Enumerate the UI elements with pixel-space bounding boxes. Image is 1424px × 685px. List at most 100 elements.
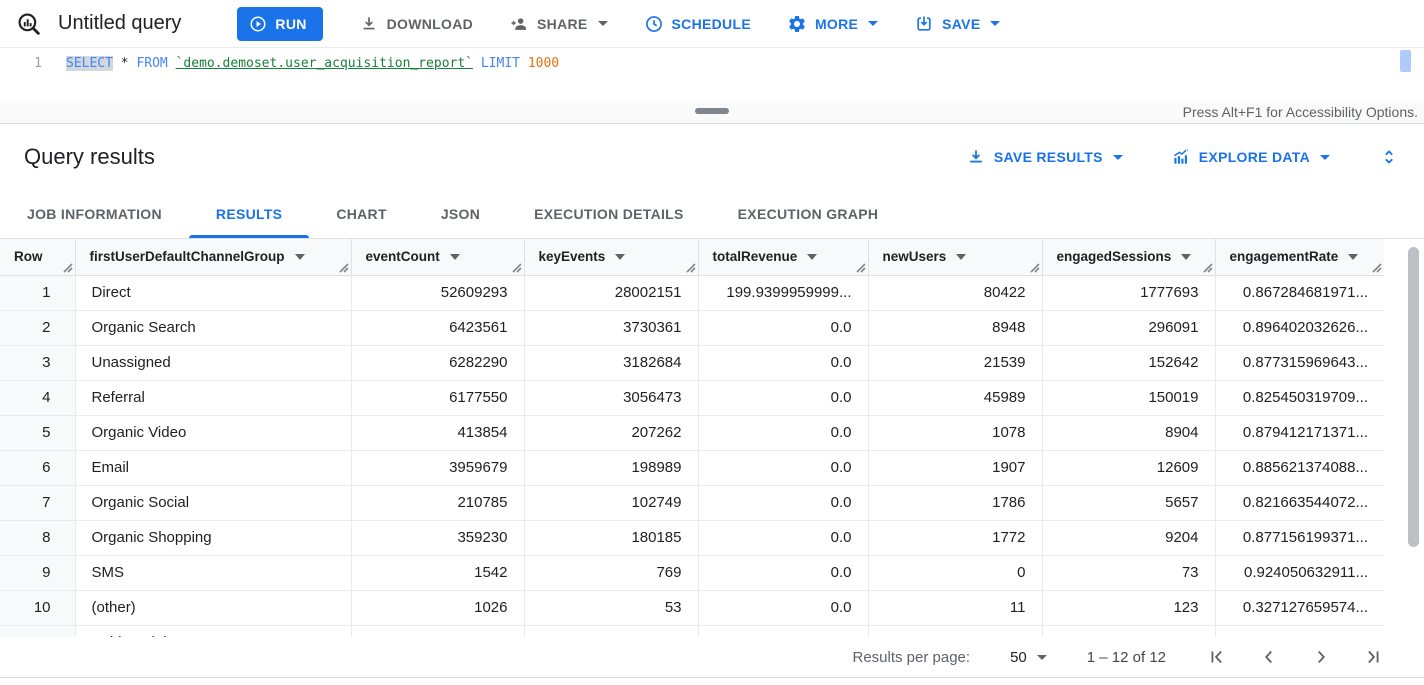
table-cell: 5657: [1042, 485, 1216, 521]
run-button[interactable]: RUN: [237, 6, 323, 41]
save-results-button[interactable]: SAVE RESULTS: [966, 147, 1123, 167]
row-number-cell: 8: [0, 520, 76, 556]
table-cell: 102749: [524, 485, 699, 521]
bigquery-query-icon: [16, 11, 42, 37]
column-menu-button[interactable]: [294, 253, 305, 260]
column-header-row: Row: [0, 239, 76, 276]
previous-page-button[interactable]: [1258, 646, 1280, 668]
tab-results[interactable]: RESULTS: [188, 190, 310, 238]
table-cell: 0.877315969643...: [1215, 345, 1384, 381]
tab-chart[interactable]: CHART: [309, 190, 414, 238]
download-button[interactable]: DOWNLOAD: [359, 14, 473, 34]
column-resize-handle[interactable]: [62, 262, 73, 273]
column-resize-handle[interactable]: [1202, 262, 1213, 273]
table-cell: 0.885621374088...: [1215, 450, 1384, 486]
sql-code-line[interactable]: SELECT * FROM `demo.demoset.user_acquisi…: [56, 48, 559, 101]
chevron-left-icon: [1265, 650, 1272, 664]
chevron-down-icon: [990, 21, 1001, 26]
more-button-label: MORE: [814, 15, 859, 32]
table-row: 4 Referral 6177550 3056473 0.0 45989 150019 0.8…: [0, 380, 1384, 416]
column-menu-button[interactable]: [1348, 253, 1359, 260]
tab-label: CHART: [336, 206, 387, 222]
table-cell: 413854: [351, 415, 525, 451]
more-button[interactable]: MORE: [787, 14, 879, 34]
save-results-label: SAVE RESULTS: [993, 149, 1103, 165]
first-page-button[interactable]: [1206, 646, 1228, 668]
share-button[interactable]: SHARE: [509, 14, 608, 34]
table-cell: 1026: [351, 590, 525, 626]
column-header-eventCount: eventCount: [351, 239, 525, 276]
chevron-down-icon: [1112, 154, 1123, 160]
table-cell: 296091: [1042, 310, 1216, 346]
tab-job-information[interactable]: JOB INFORMATION: [0, 190, 189, 238]
table-cell: 73: [1042, 555, 1216, 591]
tab-label: EXECUTION GRAPH: [737, 206, 879, 222]
column-menu-button[interactable]: [807, 253, 818, 260]
table-cell: 6177550: [351, 380, 525, 416]
sql-table-reference-link[interactable]: `demo.demoset.user_acquisition_report`: [175, 56, 474, 71]
table-scrollbar-thumb[interactable]: [1408, 247, 1419, 547]
column-header-label: Row: [14, 249, 43, 265]
first-page-icon: [1211, 650, 1222, 664]
table-cell: 0.0: [698, 625, 869, 637]
column-resize-handle[interactable]: [685, 262, 696, 273]
play-circle-icon: [249, 15, 267, 33]
table-cell: 45989: [868, 380, 1043, 416]
column-header-label: newUsers: [882, 249, 947, 265]
column-resize-handle[interactable]: [1029, 262, 1040, 273]
page-size-select[interactable]: 50: [1010, 649, 1047, 666]
explore-data-button[interactable]: EXPLORE DATA: [1171, 147, 1330, 167]
last-page-button[interactable]: [1362, 646, 1384, 668]
tab-execution-graph[interactable]: EXECUTION GRAPH: [711, 190, 906, 238]
tab-execution-details[interactable]: EXECUTION DETAILS: [507, 190, 711, 238]
table-cell: 0: [868, 555, 1043, 591]
schedule-button[interactable]: SCHEDULE: [644, 14, 751, 34]
panel-resize-handle[interactable]: [695, 108, 729, 114]
table-cell: 0.0: [698, 590, 869, 626]
expand-panel-button[interactable]: [1378, 146, 1400, 168]
unfold-more-icon: [1378, 146, 1400, 168]
table-cell: 1.0: [1215, 625, 1384, 637]
column-resize-handle[interactable]: [338, 262, 349, 273]
column-resize-handle[interactable]: [511, 262, 522, 273]
row-range-label: 1 – 12 of 12: [1086, 648, 1166, 666]
table-row: 2 Organic Search 6423561 3730361 0.0 8948 2960…: [0, 310, 1384, 346]
column-menu-button[interactable]: [956, 253, 967, 260]
results-header-actions: SAVE RESULTS EXPLORE DATA: [966, 146, 1400, 168]
table-row: 9 SMS 1542 769 0.0 0 73 0.924050632911...: [0, 555, 1384, 591]
explore-data-label: EXPLORE DATA: [1198, 149, 1310, 165]
column-resize-handle[interactable]: [1372, 262, 1382, 273]
table-cell: 0.0: [698, 555, 869, 591]
table-cell: 0.0: [698, 380, 869, 416]
table-cell: 1078: [868, 415, 1043, 451]
table-cell: Organic Search: [75, 310, 352, 346]
table-row: 6 Email 3959679 198989 0.0 1907 12609 0.8856213…: [0, 450, 1384, 486]
table-cell: 0.879412171371...: [1215, 415, 1384, 451]
table-scrollbar[interactable]: [1407, 239, 1420, 637]
chevron-down-icon: [1320, 154, 1330, 160]
table-cell: 0.896402032626...: [1215, 310, 1384, 346]
clock-icon: [644, 14, 664, 34]
next-page-button[interactable]: [1310, 646, 1332, 668]
schedule-button-label: SCHEDULE: [671, 15, 751, 32]
table-cell: 164: [524, 625, 699, 637]
tab-json[interactable]: JSON: [414, 190, 507, 238]
sql-keyword-from: FROM: [136, 56, 168, 71]
sql-keyword-limit: LIMIT: [480, 56, 520, 71]
table-cell: 8948: [868, 310, 1043, 346]
table-cell: 14: [1042, 625, 1216, 637]
column-resize-handle[interactable]: [855, 262, 866, 273]
column-menu-button[interactable]: [615, 253, 626, 260]
tab-label: EXECUTION DETAILS: [534, 206, 684, 222]
table-cell: 3: [868, 625, 1043, 637]
table-cell: 11: [868, 590, 1043, 626]
save-button[interactable]: SAVE: [914, 14, 1001, 34]
column-menu-button[interactable]: [1181, 253, 1192, 260]
row-number-cell: 5: [0, 415, 76, 451]
sql-star: *: [112, 56, 137, 71]
sql-editor[interactable]: 1 SELECT * FROM `demo.demoset.user_acqui…: [0, 48, 1424, 101]
column-header-label: eventCount: [365, 249, 440, 265]
column-menu-button[interactable]: [449, 253, 460, 260]
table-row: 5 Organic Video 413854 207262 0.0 1078 8904 0.8…: [0, 415, 1384, 451]
editor-scrollbar-thumb[interactable]: [1400, 50, 1411, 72]
